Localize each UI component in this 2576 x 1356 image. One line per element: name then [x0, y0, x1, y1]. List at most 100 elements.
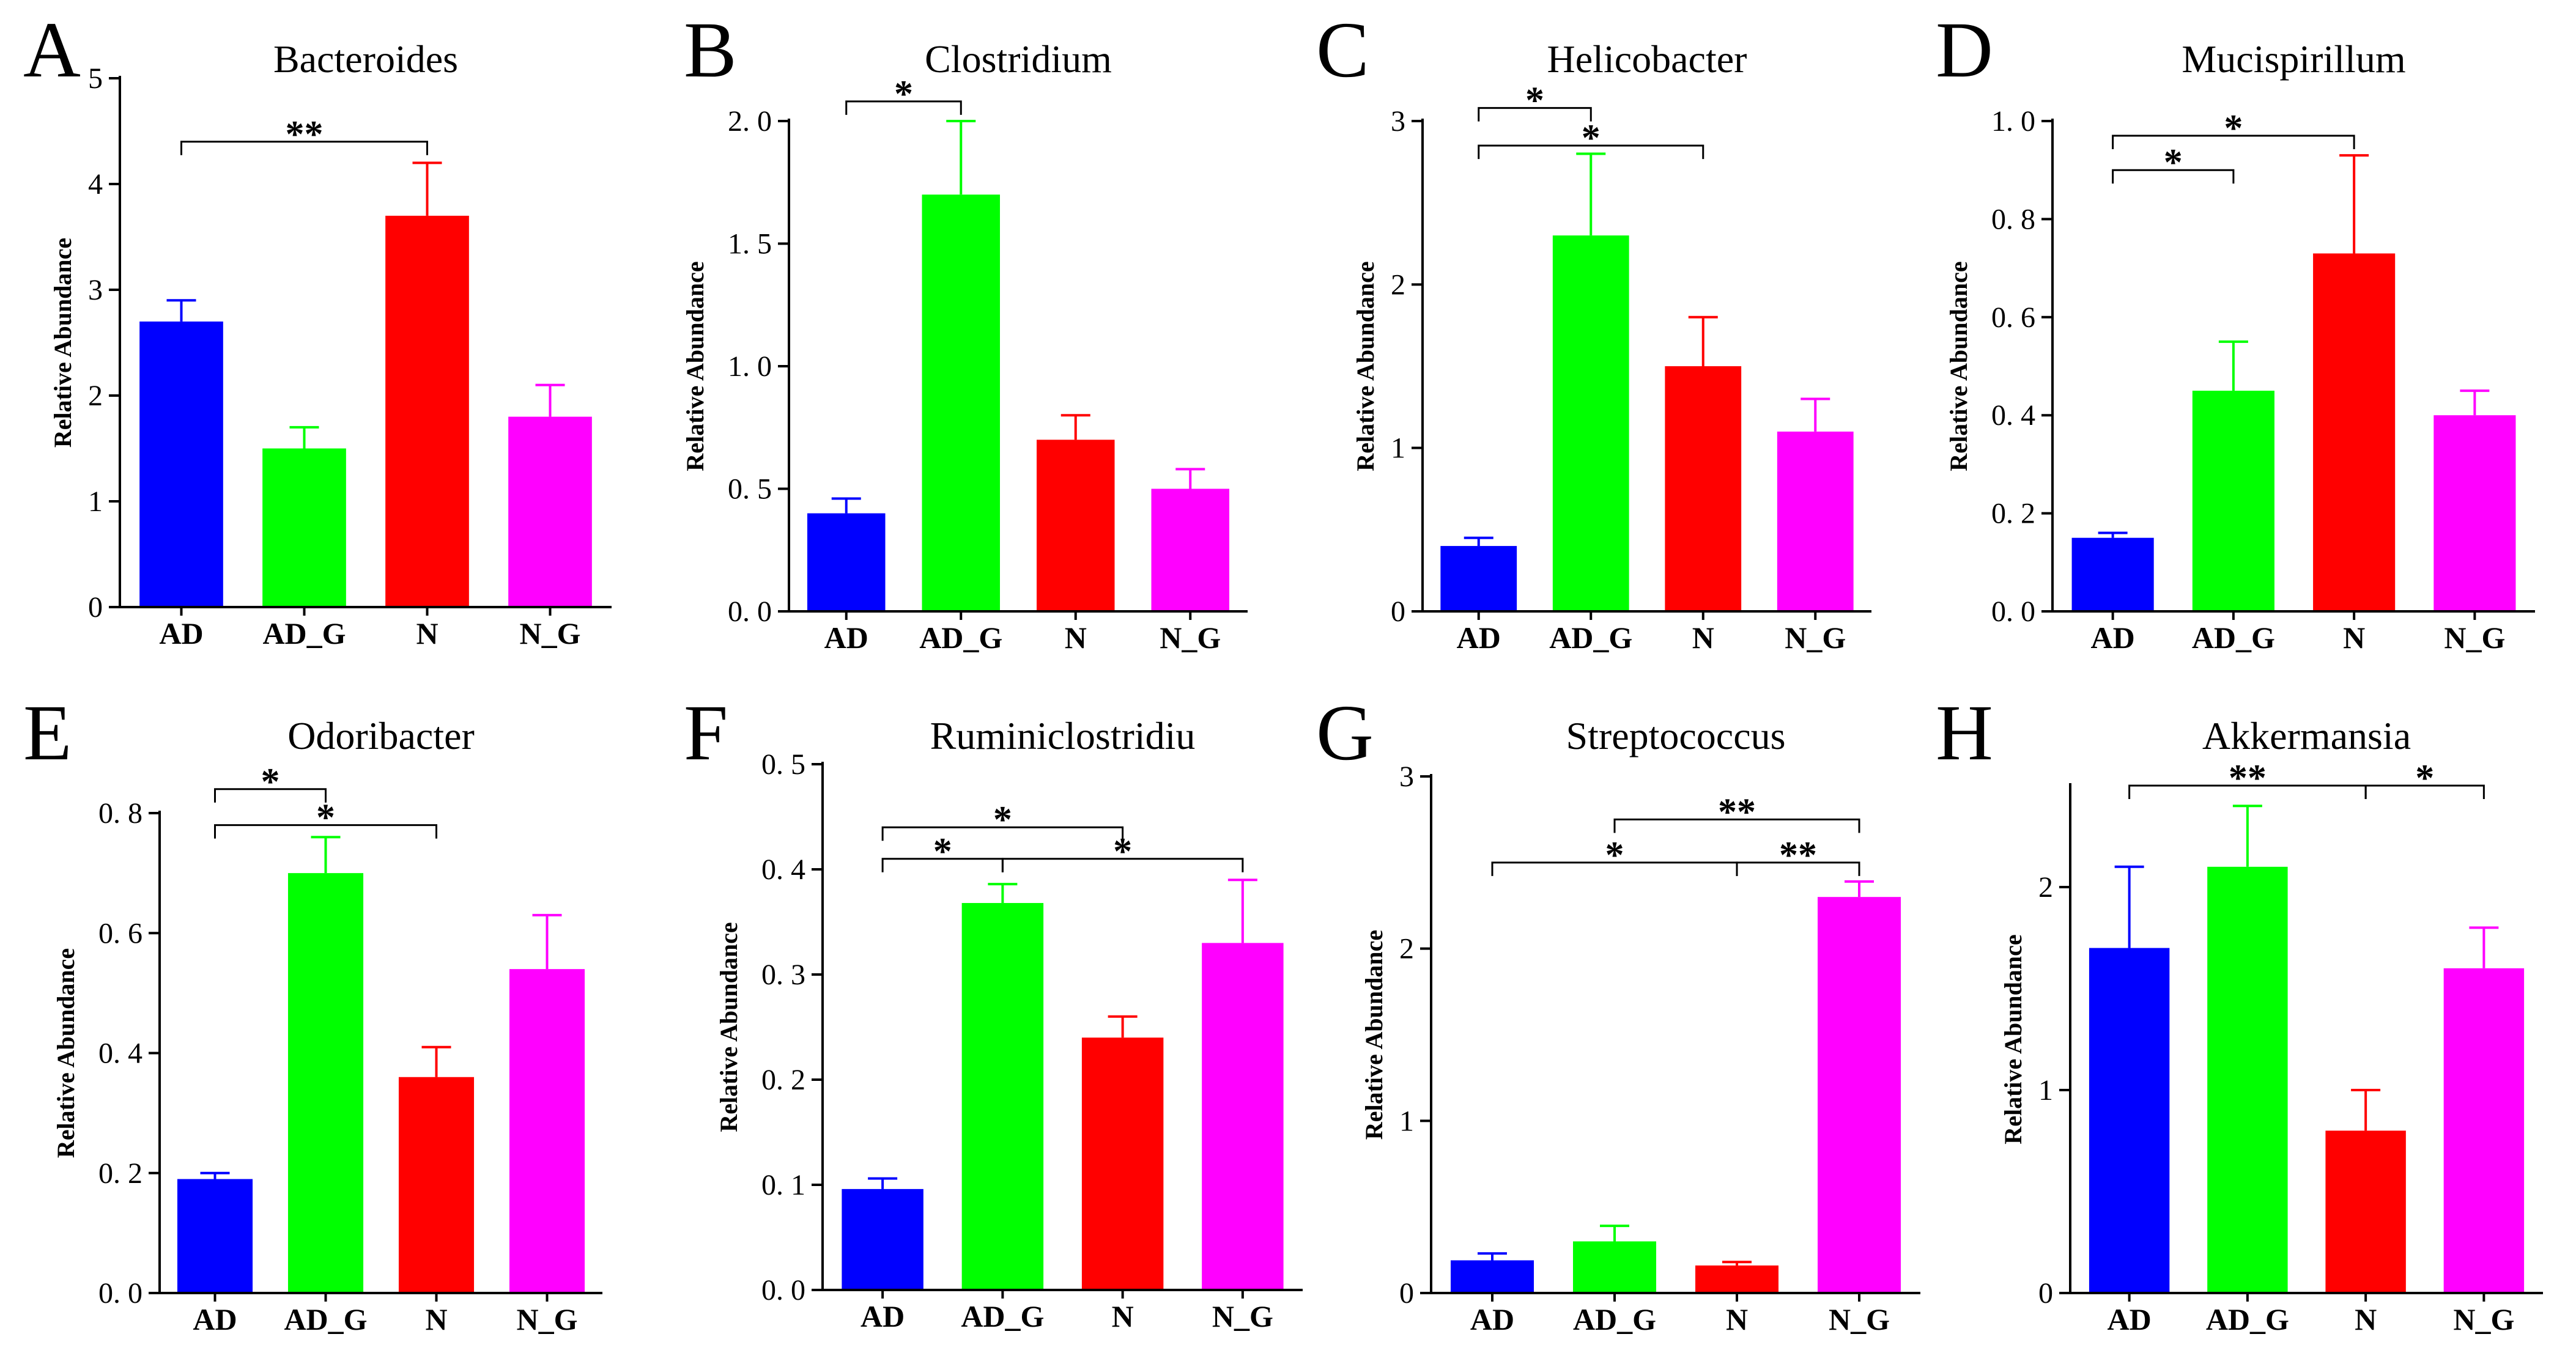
- bar-ad-g: [262, 448, 346, 607]
- x-tick-label: N_G: [1212, 1299, 1273, 1333]
- bar-n: [1665, 366, 1742, 611]
- y-tick-label: 1: [1391, 432, 1405, 465]
- error-bar: [200, 1171, 230, 1179]
- error-bar: [2339, 154, 2369, 254]
- significance-bracket: **: [1613, 791, 1860, 833]
- error-bar: [988, 883, 1018, 904]
- y-tick-label: 3: [1391, 105, 1405, 138]
- y-tick-label: 0. 0: [1991, 595, 2035, 628]
- x-tick-label: AD: [159, 616, 203, 650]
- x-tick-label: N_G: [1785, 621, 1846, 655]
- panel-letter: C: [1316, 6, 1369, 94]
- error-bar: [946, 120, 976, 195]
- y-tick-label: 0. 6: [98, 917, 142, 949]
- chart-panel-b: B Clostridium 0. 0 0. 5 1. 0 1. 5 2. 0 AD AD_G N N…: [681, 6, 1248, 655]
- bar-ad-g: [2192, 391, 2274, 611]
- significance-label: *: [1525, 80, 1544, 122]
- error-bar: [1688, 315, 1718, 366]
- error-bar: [2232, 805, 2262, 867]
- bar-ad: [842, 1188, 923, 1290]
- error-bar: [1722, 1261, 1752, 1266]
- significance-label: *: [2224, 108, 2243, 149]
- significance-bracket: *: [845, 73, 962, 115]
- chart-title: Helicobacter: [1547, 37, 1747, 81]
- panel-letter: B: [684, 6, 737, 94]
- significance-label: **: [1779, 835, 1817, 876]
- error-bar: [1464, 536, 1493, 547]
- significance-bracket: *: [214, 761, 327, 803]
- significance-bracket: *: [2112, 142, 2235, 183]
- y-axis-title: Relative Abundance: [681, 261, 709, 471]
- y-tick-label: 1: [1399, 1105, 1414, 1137]
- y-tick-label: 1: [88, 485, 103, 518]
- significance-bracket: *: [1001, 831, 1244, 872]
- y-axis-title: Relative Abundance: [1360, 930, 1388, 1140]
- error-bar: [166, 299, 196, 322]
- significance-bracket: **: [180, 114, 428, 155]
- bar-n: [1695, 1265, 1778, 1293]
- y-axis-title: Relative Abundance: [1999, 934, 2027, 1144]
- y-tick-label: 1. 0: [728, 350, 772, 383]
- y-tick-label: 1. 0: [1991, 105, 2035, 138]
- y-tick-label: 0. 5: [728, 473, 772, 506]
- x-tick-label: AD: [2091, 621, 2135, 655]
- bar-n-g: [509, 969, 585, 1293]
- error-bar: [2114, 865, 2144, 948]
- y-tick-label: 0. 2: [98, 1157, 142, 1190]
- bar-n-g: [1818, 897, 1901, 1293]
- error-bar: [1227, 879, 1257, 943]
- y-axis-title: Relative Abundance: [52, 948, 80, 1158]
- bar-ad: [139, 321, 223, 607]
- bar-n-g: [2443, 968, 2525, 1293]
- error-bar: [1175, 468, 1205, 489]
- panel-letter: H: [1936, 689, 1993, 777]
- bar-n: [2313, 253, 2396, 611]
- bar-ad: [177, 1179, 253, 1293]
- chart-panel-f: F Ruminiclostridiu 0. 0 0. 1 0. 2 0. 3 0. 4 0. …: [684, 689, 1303, 1333]
- y-tick-label: 0. 3: [761, 959, 805, 991]
- error-bar: [2469, 926, 2499, 968]
- significance-bracket: *: [1478, 117, 1704, 159]
- y-tick-label: 0. 2: [761, 1064, 805, 1096]
- significance-bracket: *: [1478, 80, 1592, 122]
- error-bar: [1600, 1225, 1629, 1242]
- chart-panel-c: C Helicobacter 0 1 2 3 AD AD_G N N_G Relative Abun…: [1316, 6, 1871, 655]
- error-bar: [289, 426, 319, 449]
- panel-letter: D: [1936, 6, 1993, 94]
- x-tick-label: AD: [1457, 621, 1501, 655]
- y-tick-label: 0. 2: [1991, 498, 2035, 530]
- error-bar: [2351, 1089, 2381, 1131]
- chart-title: Ruminiclostridiu: [930, 714, 1196, 757]
- y-tick-label: 0. 0: [728, 595, 772, 628]
- bar-n-g: [1151, 488, 1229, 611]
- x-tick-label: AD: [2108, 1302, 2152, 1336]
- panel-letter: A: [23, 6, 81, 94]
- x-tick-label: AD_G: [284, 1302, 367, 1336]
- y-tick-label: 2: [2038, 871, 2053, 904]
- significance-label: *: [1582, 117, 1601, 159]
- x-tick-label: N: [1112, 1299, 1134, 1333]
- significance-label: *: [261, 761, 280, 803]
- y-tick-label: 0. 8: [98, 797, 142, 830]
- x-tick-label: AD_G: [2192, 621, 2275, 655]
- bar-ad: [2089, 948, 2170, 1293]
- x-tick-label: AD: [824, 621, 868, 655]
- x-tick-label: N: [2355, 1302, 2377, 1336]
- bar-n: [1037, 440, 1115, 611]
- x-tick-label: AD_G: [961, 1299, 1044, 1333]
- y-axis-title: Relative Abundance: [49, 238, 76, 448]
- significance-label: *: [993, 799, 1012, 841]
- panel-letter: F: [684, 689, 728, 777]
- error-bar: [2218, 340, 2248, 391]
- x-tick-label: AD: [861, 1299, 905, 1333]
- bar-n-g: [508, 416, 592, 607]
- x-tick-label: N_G: [1160, 621, 1221, 655]
- bar-ad-g: [2207, 866, 2288, 1293]
- panel-letter: E: [23, 689, 72, 777]
- bar-n-g: [1777, 431, 1854, 611]
- chart-title: Mucispirillum: [2182, 37, 2405, 81]
- chart-panel-h: H Akkermansia 0 1 2 AD AD_G N N_G Relative Abunda…: [1936, 689, 2543, 1336]
- error-bar: [311, 836, 341, 874]
- error-bar: [1108, 1015, 1138, 1038]
